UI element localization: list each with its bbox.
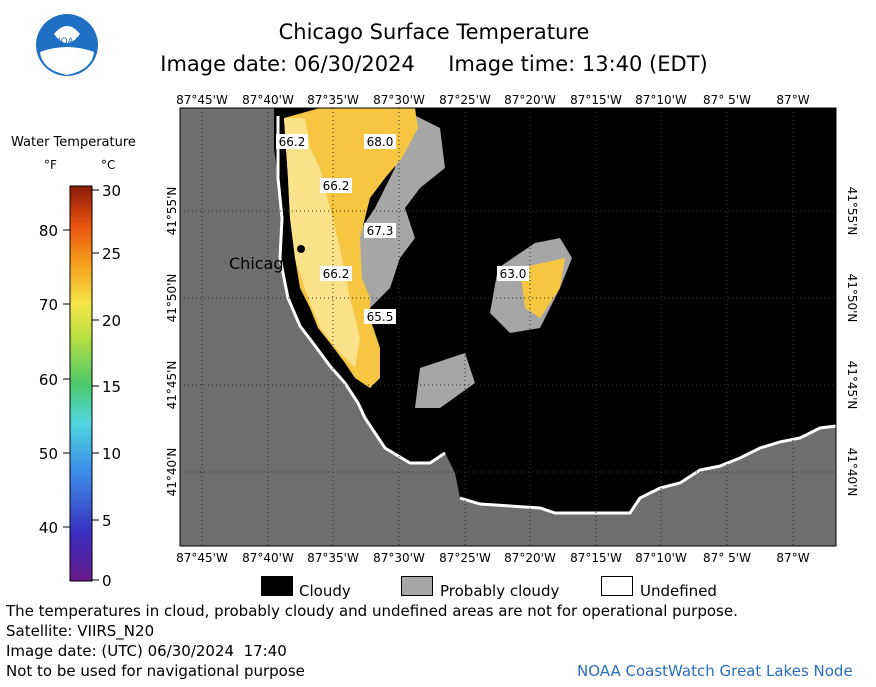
lon-label-bottom: 87°30'W — [373, 551, 425, 565]
image-date-line: Image date: 06/30/2024 Image time: 13:40… — [160, 52, 708, 76]
lon-label-bottom: 87°45'W — [176, 551, 228, 565]
legend-undefined-swatch — [601, 576, 633, 596]
colorbar-f-tick: 70 — [39, 296, 58, 314]
lon-label-bottom: 87° 5'W — [703, 551, 751, 565]
lat-label-right: 41°50'N — [845, 274, 859, 323]
colorbar-c-tick: 30 — [102, 182, 121, 200]
lat-label-right: 41°45'N — [845, 361, 859, 410]
lon-label-top: 87°30'W — [373, 93, 425, 107]
logo-text: NOAA — [54, 37, 81, 47]
page-title: Chicago Surface Temperature — [278, 20, 590, 44]
contour-label: 68.0 — [367, 135, 394, 149]
colorbar-c-tick: 10 — [102, 445, 121, 463]
lon-label-bottom: 87°25'W — [439, 551, 491, 565]
legend-probably-cloudy-label: Probably cloudy — [440, 582, 560, 600]
lon-label-top: 87°15'W — [570, 93, 622, 107]
colorbar-c-tick: 25 — [102, 245, 121, 263]
lon-label-bottom: 87°10'W — [635, 551, 687, 565]
warm-patch-east — [520, 258, 565, 318]
footer-disclaimer: The temperatures in cloud, probably clou… — [6, 602, 738, 620]
lon-label-top: 87° 5'W — [703, 93, 751, 107]
map: 66.2 68.0 66.2 67.3 66.2 63.0 65.5 Chicago 87°… — [165, 93, 859, 565]
lat-label-left: 41°55'N — [165, 187, 179, 236]
colorbar-title: Water Temperature — [11, 135, 136, 150]
contour-label: 65.5 — [367, 310, 394, 324]
lat-label-right: 41°55'N — [845, 187, 859, 236]
footer-navigation-note: Not to be used for navigational purpose — [6, 662, 305, 680]
legend-undefined-label: Undefined — [640, 582, 717, 600]
lat-label-right: 41°40'N — [845, 448, 859, 497]
colorbar-f-tick: 80 — [39, 222, 58, 240]
colorbar-f-tick: 60 — [39, 371, 58, 389]
contour-label: 66.2 — [279, 135, 306, 149]
lon-label-bottom: 87°W — [776, 551, 809, 565]
chicago-label: Chicago — [229, 254, 293, 273]
contour-label: 66.2 — [323, 267, 350, 281]
colorbar-f-tick: 50 — [39, 445, 58, 463]
legend-cloudy-swatch — [261, 576, 293, 596]
lon-label-bottom: 87°20'W — [504, 551, 556, 565]
probably-cloudy-area — [355, 108, 572, 408]
lon-label-bottom: 87°35'W — [307, 551, 359, 565]
contour-label: 63.0 — [500, 267, 527, 281]
colorbar-c-tick: 0 — [102, 572, 112, 590]
lon-label-top: 87°25'W — [439, 93, 491, 107]
noaa-logo-icon: NOAA — [36, 14, 98, 76]
lon-label-bottom: 87°15'W — [570, 551, 622, 565]
legend-probably-cloudy-swatch — [401, 576, 433, 596]
lon-label-top: 87°45'W — [176, 93, 228, 107]
lat-label-left: 41°40'N — [165, 448, 179, 497]
lon-label-top: 87°35'W — [307, 93, 359, 107]
light-water-area — [284, 118, 360, 368]
footer-utc-date: Image date: (UTC) 06/30/2024 17:40 — [6, 642, 287, 660]
lon-label-top: 87°10'W — [635, 93, 687, 107]
contour-label-bg — [320, 178, 352, 193]
lat-label-left: 41°50'N — [165, 274, 179, 323]
colorbar-unit-c: °C — [101, 158, 116, 172]
lake-cloudy-area — [274, 108, 836, 513]
colorbar-unit-f: °F — [44, 158, 57, 172]
contour-label-bg — [320, 266, 352, 281]
colorbar-c-tick: 5 — [102, 512, 112, 530]
contour-label: 67.3 — [367, 224, 394, 238]
lon-label-bottom: 87°40'W — [242, 551, 294, 565]
colorbar-f-tick: 40 — [39, 519, 58, 537]
lon-label-top: 87°W — [776, 93, 809, 107]
contour-label: 66.2 — [323, 179, 350, 193]
footer-satellite: Satellite: VIIRS_N20 — [6, 622, 155, 640]
lon-label-top: 87°40'W — [242, 93, 294, 107]
legend-cloudy-label: Cloudy — [299, 582, 351, 600]
undefined-edge — [276, 116, 837, 515]
chicago-marker — [297, 245, 305, 253]
lon-label-top: 87°20'W — [504, 93, 556, 107]
colorbar-c-tick: 15 — [102, 378, 121, 396]
footer-credit: NOAA CoastWatch Great Lakes Node — [577, 662, 853, 680]
contour-label-bg — [364, 134, 396, 149]
colorbar-c-tick: 20 — [102, 312, 121, 330]
contour-label-bg — [364, 309, 396, 324]
lat-label-left: 41°45'N — [165, 361, 179, 410]
contour-label-bg — [364, 223, 396, 238]
contour-label-bg — [497, 266, 529, 281]
contour-label-bg — [276, 134, 308, 149]
map-frame — [179, 107, 837, 547]
